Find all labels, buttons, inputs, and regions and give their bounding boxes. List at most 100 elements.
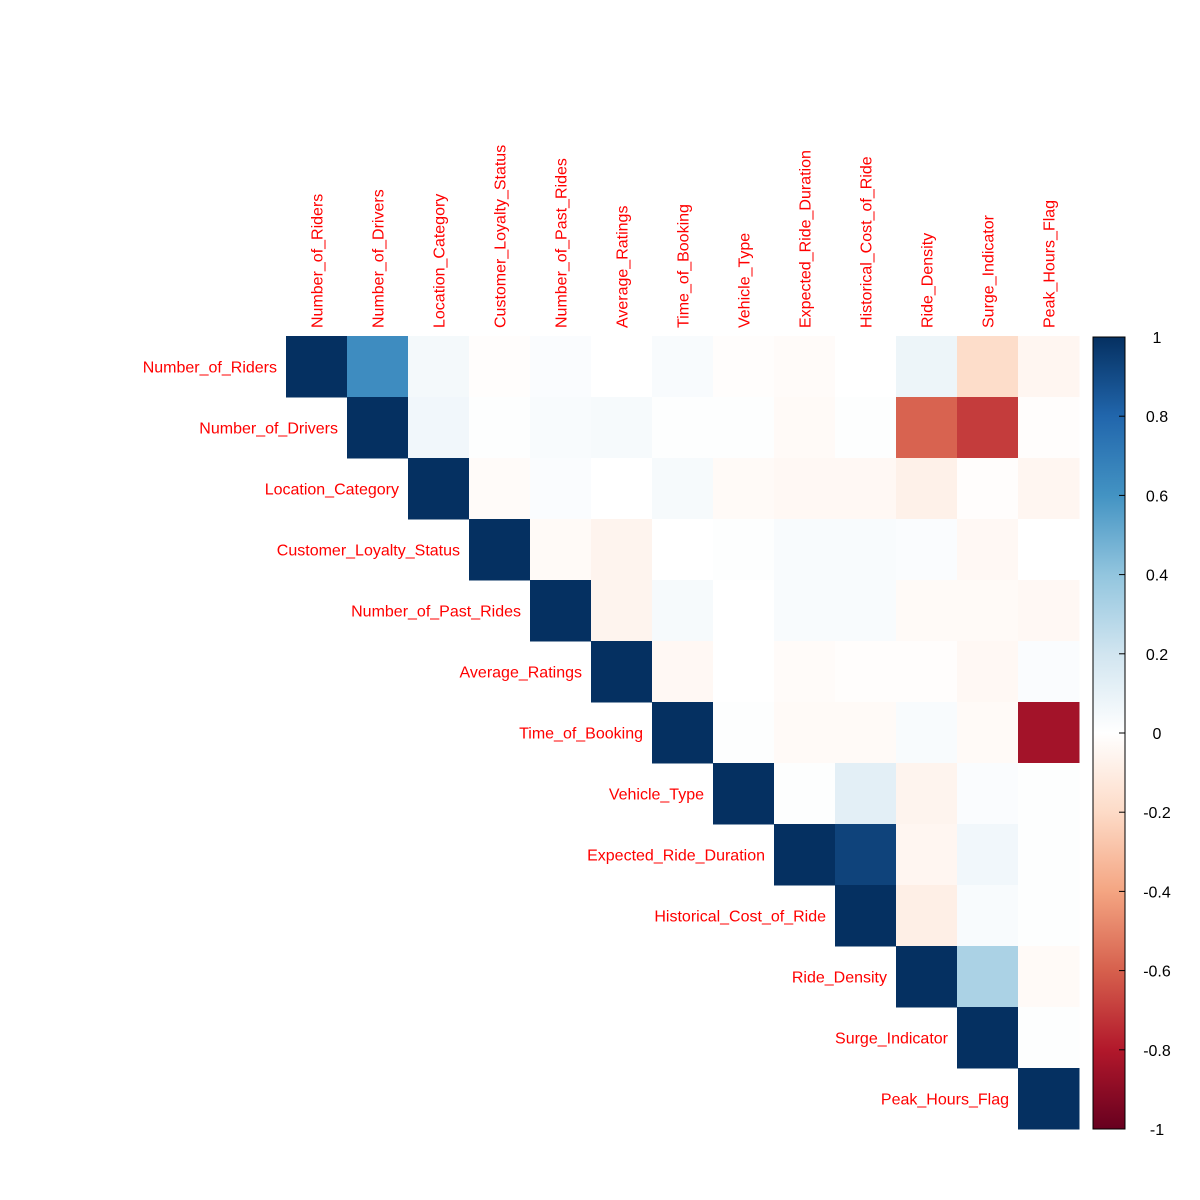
- heatmap-cell-Time_of_Booking-Vehicle_Type: [713, 702, 775, 764]
- heatmap-cell-Number_of_Riders-Number_of_Past_Rides: [530, 336, 592, 398]
- row-label: Number_of_Riders: [143, 360, 277, 377]
- heatmap-cell-Historical_Cost_of_Ride-Historical_Cost_of_Ride: [835, 885, 897, 947]
- heatmap-cell-Vehicle_Type-Expected_Ride_Duration: [774, 763, 836, 825]
- heatmap-cell-Average_Ratings-Time_of_Booking: [652, 641, 714, 703]
- heatmap-cell-Number_of_Riders-Surge_Indicator: [957, 336, 1019, 398]
- column-label: Peak_Hours_Flag: [1042, 200, 1059, 328]
- heatmap-cell-Number_of_Past_Rides-Expected_Ride_Duration: [774, 580, 836, 642]
- column-label: Number_of_Riders: [310, 194, 327, 328]
- heatmap-cells: [286, 336, 1080, 1130]
- color-legend-ticks: 1 0.8 0.6 0.4 0.2 0 -0.2 -0.4 -0.6 -0.8 -1: [1119, 330, 1171, 1139]
- heatmap-cell-Customer_Loyalty_Status-Average_Ratings: [591, 519, 653, 581]
- color-legend-tick-label: 1: [1153, 330, 1162, 347]
- heatmap-cell-Customer_Loyalty_Status-Expected_Ride_Duration: [774, 519, 836, 581]
- column-label: Surge_Indicator: [981, 214, 998, 328]
- heatmap-cell-Number_of_Riders-Number_of_Drivers: [347, 336, 409, 398]
- heatmap-cell-Location_Category-Time_of_Booking: [652, 458, 714, 520]
- heatmap-cell-Number_of_Riders-Historical_Cost_of_Ride: [835, 336, 897, 398]
- heatmap-cell-Expected_Ride_Duration-Historical_Cost_of_Ride: [835, 824, 897, 886]
- column-label: Expected_Ride_Duration: [798, 150, 815, 328]
- heatmap-cell-Location_Category-Surge_Indicator: [957, 458, 1019, 520]
- row-label: Peak_Hours_Flag: [881, 1092, 1009, 1109]
- color-legend-tick-label: -0.8: [1143, 1043, 1171, 1060]
- row-label: Number_of_Drivers: [199, 421, 338, 438]
- color-legend-tick-label: -0.4: [1143, 884, 1171, 901]
- column-label: Number_of_Past_Rides: [554, 158, 571, 328]
- row-label: Location_Category: [265, 482, 399, 499]
- column-label: Number_of_Drivers: [371, 189, 388, 328]
- heatmap-cell-Time_of_Booking-Time_of_Booking: [652, 702, 714, 764]
- heatmap-cell-Location_Category-Number_of_Past_Rides: [530, 458, 592, 520]
- row-label: Ride_Density: [792, 970, 887, 987]
- color-legend-tick-label: 0.8: [1146, 409, 1168, 426]
- column-label: Average_Ratings: [615, 206, 632, 328]
- column-label: Customer_Loyalty_Status: [493, 145, 510, 328]
- row-labels: Number_of_Riders Number_of_Drivers Locatio…: [143, 360, 1009, 1109]
- heatmap-cell-Customer_Loyalty_Status-Number_of_Past_Rides: [530, 519, 592, 581]
- heatmap-cell-Location_Category-Peak_Hours_Flag: [1018, 458, 1080, 520]
- heatmap-cell-Number_of_Past_Rides-Time_of_Booking: [652, 580, 714, 642]
- heatmap-cell-Number_of_Riders-Average_Ratings: [591, 336, 653, 398]
- heatmap-cell-Time_of_Booking-Surge_Indicator: [957, 702, 1019, 764]
- heatmap-cell-Average_Ratings-Ride_Density: [896, 641, 958, 703]
- heatmap-cell-Average_Ratings-Historical_Cost_of_Ride: [835, 641, 897, 703]
- heatmap-cell-Ride_Density-Peak_Hours_Flag: [1018, 946, 1080, 1008]
- heatmap-cell-Historical_Cost_of_Ride-Peak_Hours_Flag: [1018, 885, 1080, 947]
- heatmap-cell-Customer_Loyalty_Status-Customer_Loyalty_Status: [469, 519, 531, 581]
- heatmap-cell-Number_of_Past_Rides-Vehicle_Type: [713, 580, 775, 642]
- column-label: Ride_Density: [920, 233, 937, 328]
- heatmap-cell-Vehicle_Type-Vehicle_Type: [713, 763, 775, 825]
- color-legend-tick-label: -0.6: [1143, 964, 1171, 981]
- heatmap-cell-Vehicle_Type-Historical_Cost_of_Ride: [835, 763, 897, 825]
- heatmap-cell-Number_of_Riders-Vehicle_Type: [713, 336, 775, 398]
- heatmap-cell-Expected_Ride_Duration-Ride_Density: [896, 824, 958, 886]
- heatmap-cell-Expected_Ride_Duration-Surge_Indicator: [957, 824, 1019, 886]
- heatmap-cell-Historical_Cost_of_Ride-Surge_Indicator: [957, 885, 1019, 947]
- heatmap-cell-Expected_Ride_Duration-Peak_Hours_Flag: [1018, 824, 1080, 886]
- heatmap-cell-Vehicle_Type-Ride_Density: [896, 763, 958, 825]
- heatmap-cell-Location_Category-Vehicle_Type: [713, 458, 775, 520]
- heatmap-cell-Location_Category-Historical_Cost_of_Ride: [835, 458, 897, 520]
- heatmap-cell-Customer_Loyalty_Status-Historical_Cost_of_Ride: [835, 519, 897, 581]
- column-label: Location_Category: [432, 194, 449, 328]
- heatmap-cell-Number_of_Riders-Number_of_Riders: [286, 336, 348, 398]
- heatmap-cell-Number_of_Drivers-Historical_Cost_of_Ride: [835, 397, 897, 459]
- heatmap-cell-Number_of_Past_Rides-Average_Ratings: [591, 580, 653, 642]
- heatmap-cell-Number_of_Drivers-Surge_Indicator: [957, 397, 1019, 459]
- heatmap-cell-Ride_Density-Ride_Density: [896, 946, 958, 1008]
- heatmap-cell-Average_Ratings-Expected_Ride_Duration: [774, 641, 836, 703]
- heatmap-cell-Number_of_Drivers-Average_Ratings: [591, 397, 653, 459]
- heatmap-cell-Number_of_Riders-Time_of_Booking: [652, 336, 714, 398]
- heatmap-cell-Number_of_Drivers-Time_of_Booking: [652, 397, 714, 459]
- heatmap-cell-Customer_Loyalty_Status-Time_of_Booking: [652, 519, 714, 581]
- heatmap-cell-Number_of_Drivers-Vehicle_Type: [713, 397, 775, 459]
- heatmap-cell-Location_Category-Average_Ratings: [591, 458, 653, 520]
- heatmap-cell-Location_Category-Expected_Ride_Duration: [774, 458, 836, 520]
- color-legend-tick-label: 0.6: [1146, 488, 1168, 505]
- heatmap-cell-Average_Ratings-Vehicle_Type: [713, 641, 775, 703]
- row-label: Average_Ratings: [460, 665, 582, 682]
- heatmap-cell-Number_of_Drivers-Ride_Density: [896, 397, 958, 459]
- row-label: Expected_Ride_Duration: [587, 848, 765, 865]
- color-legend-tick-label: -0.2: [1143, 805, 1171, 822]
- heatmap-cell-Number_of_Drivers-Location_Category: [408, 397, 470, 459]
- heatmap-cell-Number_of_Riders-Ride_Density: [896, 336, 958, 398]
- column-labels: Number_of_Riders Number_of_Drivers Locatio…: [310, 145, 1059, 328]
- heatmap-cell-Location_Category-Customer_Loyalty_Status: [469, 458, 531, 520]
- heatmap-cell-Number_of_Drivers-Peak_Hours_Flag: [1018, 397, 1080, 459]
- heatmap-cell-Number_of_Riders-Expected_Ride_Duration: [774, 336, 836, 398]
- heatmap-cell-Number_of_Past_Rides-Number_of_Past_Rides: [530, 580, 592, 642]
- heatmap-cell-Location_Category-Location_Category: [408, 458, 470, 520]
- heatmap-cell-Number_of_Past_Rides-Historical_Cost_of_Ride: [835, 580, 897, 642]
- row-label: Time_of_Booking: [519, 726, 643, 743]
- heatmap-cell-Location_Category-Ride_Density: [896, 458, 958, 520]
- heatmap-cell-Average_Ratings-Average_Ratings: [591, 641, 653, 703]
- heatmap-cell-Customer_Loyalty_Status-Ride_Density: [896, 519, 958, 581]
- color-legend-tick-label: -1: [1150, 1122, 1164, 1139]
- heatmap-cell-Time_of_Booking-Expected_Ride_Duration: [774, 702, 836, 764]
- color-legend-tick-label: 0.4: [1146, 568, 1168, 585]
- heatmap-cell-Vehicle_Type-Peak_Hours_Flag: [1018, 763, 1080, 825]
- heatmap-cell-Peak_Hours_Flag-Peak_Hours_Flag: [1018, 1068, 1080, 1130]
- heatmap-cell-Number_of_Past_Rides-Surge_Indicator: [957, 580, 1019, 642]
